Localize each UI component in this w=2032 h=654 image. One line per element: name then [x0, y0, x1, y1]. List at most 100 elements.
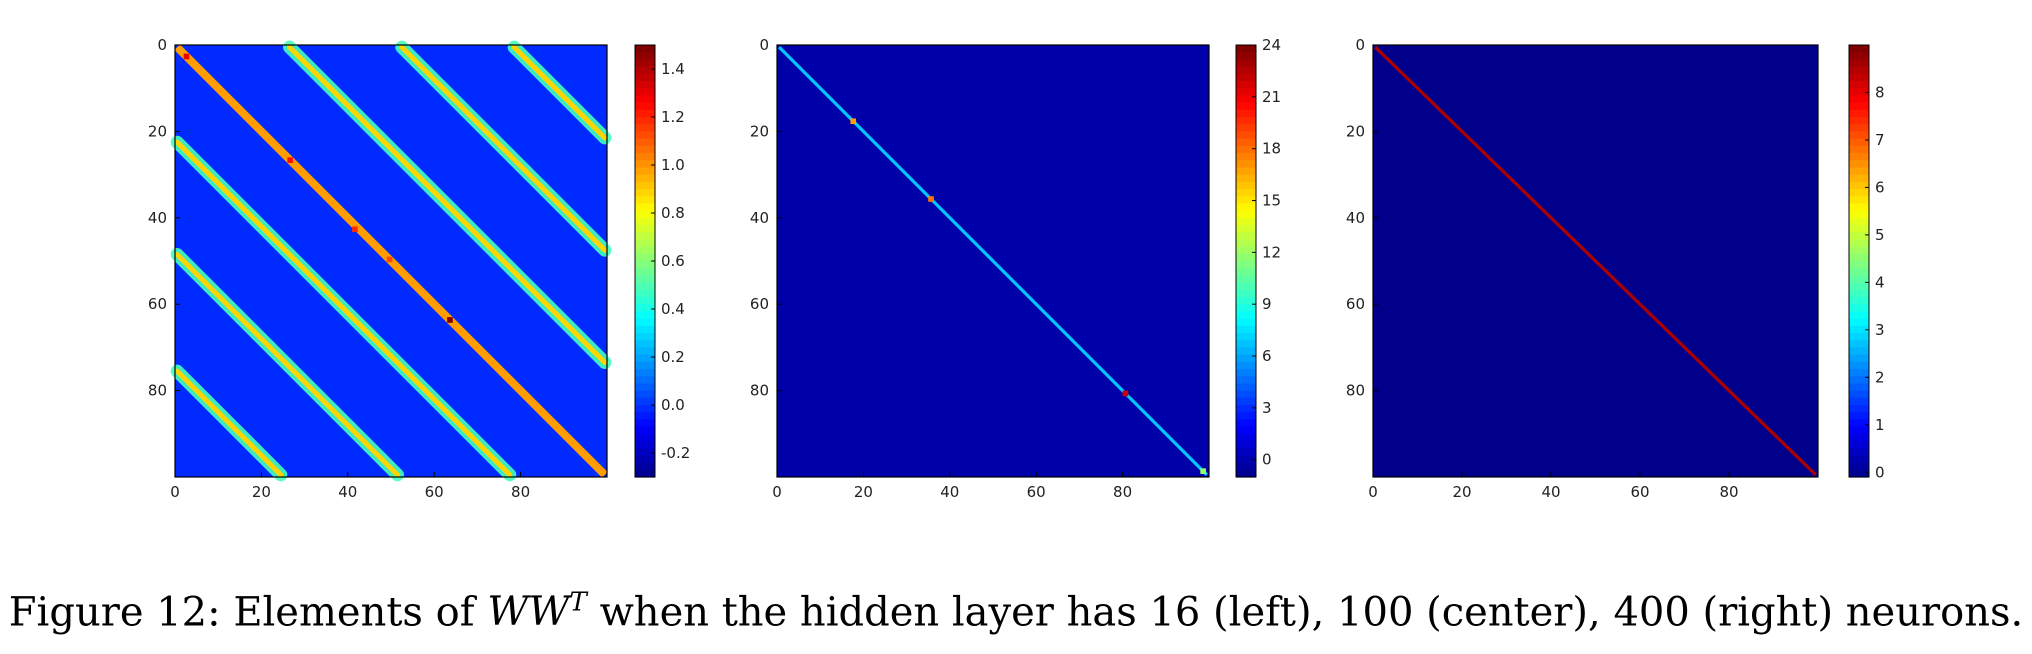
colorbar-segment: [1236, 347, 1256, 356]
colorbar-segment: [1236, 117, 1256, 125]
colorbar-segment: [1849, 304, 1869, 312]
colorbar-segment: [635, 325, 655, 334]
hotspot-2: [928, 196, 934, 202]
colorbar-tick-label: 9: [1262, 295, 1272, 313]
colorbar-segment: [1236, 217, 1256, 226]
colorbar-segment: [1849, 275, 1869, 284]
heatmap-panel-2: 0 20 40 60 80 0 20 40 60 80: [750, 36, 1210, 501]
colorbar-segment: [1849, 448, 1869, 456]
colorbar-segment: [1236, 376, 1256, 384]
colorbar-segment: [635, 124, 655, 132]
colorbar-segment: [635, 232, 655, 240]
colorbar-segment: [1236, 354, 1256, 363]
x-tick-label: 20: [854, 483, 873, 501]
colorbar-segment: [1849, 426, 1869, 435]
colorbar-tick-label: 3: [1262, 399, 1272, 417]
colorbar-tick-label: 15: [1262, 192, 1281, 210]
colorbar-segment: [635, 196, 655, 204]
colorbar-tick-label: 4: [1875, 273, 1885, 291]
colorbar-segment: [635, 433, 655, 442]
colorbar-segment: [635, 210, 655, 219]
colorbar-segment: [1849, 441, 1869, 449]
colorbar-segment: [1236, 397, 1256, 406]
colorbar-segment: [1849, 246, 1869, 255]
colorbar-tick-label: 2: [1875, 368, 1885, 386]
x-tick-label: 40: [338, 483, 357, 501]
colorbar-tick-label: 6: [1262, 347, 1272, 365]
colorbar-segment: [1849, 124, 1869, 132]
heatmap-panel-1: 0 20 40 60 80 0 20 40 60 80: [148, 36, 612, 501]
colorbar-segment: [1849, 361, 1869, 370]
colorbar-segment: [1236, 383, 1256, 392]
band-offset--75: [174, 368, 284, 478]
colorbar-segment: [1236, 174, 1256, 183]
colorbar-tick-label: 7: [1875, 131, 1885, 149]
colorbar-tick-label: 12: [1262, 243, 1281, 261]
colorbar-segment: [635, 419, 655, 428]
x-tick-label: 80: [1719, 483, 1738, 501]
band-offset-52: [399, 44, 608, 253]
colorbar-segment: [1849, 52, 1869, 60]
y-tick-label: 20: [1346, 122, 1365, 140]
colorbar-segment: [635, 311, 655, 320]
colorbar-segment: [635, 297, 655, 305]
y-tick-label: 60: [1346, 295, 1365, 313]
y-tick-label: 40: [148, 209, 167, 227]
colorbar-segment: [1849, 354, 1869, 363]
y-tick-label: 80: [148, 382, 167, 400]
colorbar-segment: [1849, 289, 1869, 298]
colorbar-segment: [635, 261, 655, 269]
hotspot-5: [447, 317, 453, 323]
y-tick-label: 80: [1346, 382, 1365, 400]
colorbar-segment: [635, 81, 655, 89]
colorbar-segment: [635, 462, 655, 471]
colorbar-segment: [635, 304, 655, 312]
colorbar-segment: [1849, 405, 1869, 413]
colorbar-segment: [1849, 376, 1869, 384]
figure: 0 20 40 60 80020406080-0.20.00.20.40.60.81.0…: [148, 36, 1885, 501]
heatmap-panel-3: 0 20 40 60 80 0 20 40 60 80: [1346, 36, 1819, 501]
colorbar-segment: [635, 217, 655, 226]
colorbar-segment: [635, 95, 655, 104]
colorbar-segment: [1849, 340, 1869, 348]
y-tick-label: 20: [750, 122, 769, 140]
colorbar-segment: [1849, 311, 1869, 320]
x-tick-label: 40: [940, 483, 959, 501]
colorbar-segment: [1236, 239, 1256, 248]
colorbar-segment: [635, 376, 655, 384]
colorbar-segment: [1849, 318, 1869, 327]
x-tick-label: 80: [1113, 483, 1132, 501]
hotspot-3: [1122, 390, 1129, 397]
colorbar-segment: [1849, 109, 1869, 118]
colorbar-segment: [1236, 203, 1256, 212]
colorbar-tick-label: 1.4: [661, 60, 685, 78]
colorbar-segment: [635, 455, 655, 464]
x-tick-label: 0: [772, 483, 782, 501]
colorbar-segment: [635, 390, 655, 399]
colorbar-segment: [635, 138, 655, 147]
colorbar-segment: [1849, 261, 1869, 269]
colorbar-segment: [1849, 433, 1869, 442]
colorbar-tick-label: 0.4: [661, 300, 685, 318]
colorbar-segment: [1849, 282, 1869, 291]
band-offset--22: [174, 139, 513, 478]
colorbar-segment: [1236, 304, 1256, 312]
colorbar-segment: [635, 282, 655, 291]
caption-prefix: Figure 12:: [8, 589, 221, 636]
colorbar-segment: [1236, 455, 1256, 464]
colorbar-tick-label: -0.2: [661, 444, 690, 462]
colorbar-segment: [1236, 95, 1256, 104]
colorbar-segment: [635, 361, 655, 370]
colorbar-segment: [1849, 297, 1869, 305]
colorbar-segment: [1236, 419, 1256, 428]
hotspot-3: [352, 226, 358, 233]
colorbar-segment: [1849, 390, 1869, 399]
colorbar-segment: [635, 239, 655, 248]
colorbar-segment: [1849, 253, 1869, 262]
colorbar-segment: [1236, 333, 1256, 341]
colorbar-segment: [635, 109, 655, 118]
colorbar-segment: [1849, 462, 1869, 471]
colorbar-segment: [635, 333, 655, 341]
colorbar-segment: [635, 383, 655, 392]
colorbar-segment: [1236, 138, 1256, 147]
